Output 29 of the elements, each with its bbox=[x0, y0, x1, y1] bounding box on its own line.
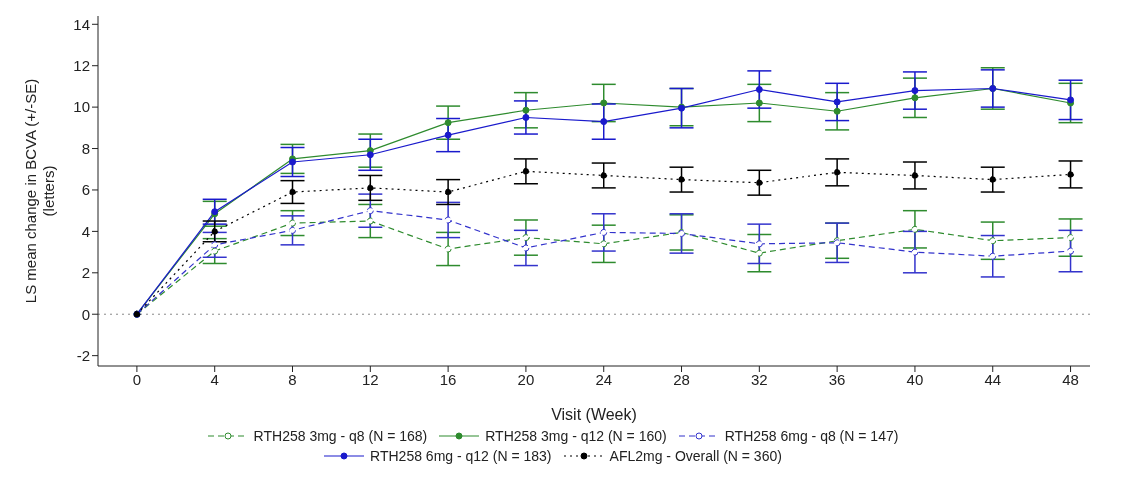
x-tick-label: 40 bbox=[906, 370, 924, 388]
y-tick-label: 8 bbox=[81, 139, 90, 157]
x-tick-label: 16 bbox=[439, 370, 457, 388]
legend-label: RTH258 3mg - q12 (N = 160) bbox=[484, 428, 667, 444]
y-tick-label: 12 bbox=[73, 57, 90, 75]
x-tick-label: 36 bbox=[828, 370, 846, 388]
y-tick-label: 2 bbox=[81, 264, 90, 282]
x-tick-label: 4 bbox=[210, 370, 219, 388]
x-tick-label: 28 bbox=[673, 370, 690, 388]
y-tick-label: 6 bbox=[81, 181, 90, 199]
legend-label: RTH258 6mg - q8 (N = 147) bbox=[723, 428, 899, 444]
x-tick-label: 20 bbox=[517, 370, 535, 388]
x-tick-label: 12 bbox=[361, 370, 379, 388]
legend-label: RTH258 3mg - q8 (N = 168) bbox=[252, 428, 428, 444]
y-tick-label: 14 bbox=[73, 15, 90, 33]
y-tick-label: 10 bbox=[73, 98, 90, 116]
x-tick-label: 8 bbox=[288, 370, 297, 388]
legend-label: RTH258 6mg - q12 (N = 183) bbox=[369, 448, 552, 464]
x-tick-label: 32 bbox=[750, 370, 768, 388]
y-tick-label: -2 bbox=[76, 346, 90, 364]
x-axis-title: Visit (Week) bbox=[551, 406, 637, 423]
y-tick-label: 4 bbox=[81, 222, 90, 240]
y-axis-title: LS mean change in BCVA (+/-SE) (letters) bbox=[22, 78, 57, 304]
x-tick-label: 0 bbox=[132, 370, 142, 388]
legend-label: AFL2mg - Overall (N = 360) bbox=[608, 448, 782, 464]
x-tick-label: 48 bbox=[1062, 370, 1079, 388]
x-tick-label: 24 bbox=[595, 370, 613, 388]
y-tick-label: 0 bbox=[81, 305, 90, 323]
x-tick-label: 44 bbox=[984, 370, 1002, 388]
